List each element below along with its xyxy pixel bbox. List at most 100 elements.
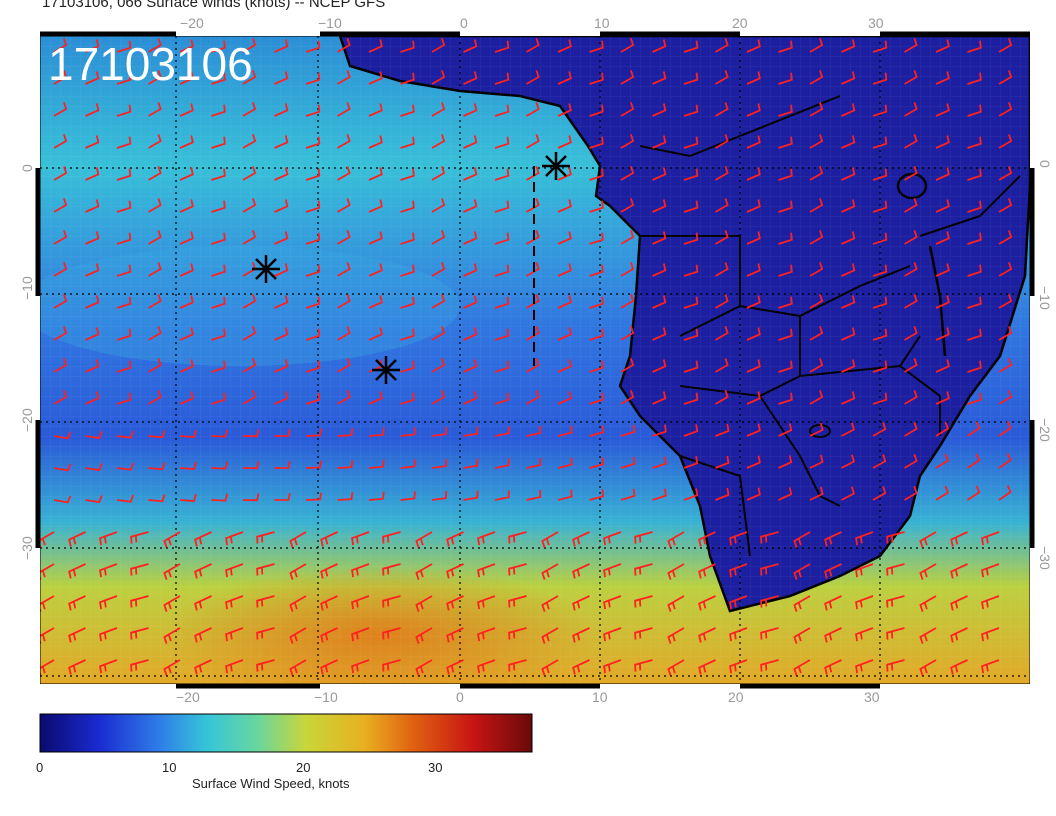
wind-barb bbox=[589, 200, 604, 213]
wind-barb bbox=[809, 166, 824, 181]
wind-barb bbox=[809, 358, 824, 373]
wind-barb bbox=[698, 595, 716, 611]
wind-barb bbox=[85, 295, 100, 309]
wind-barb bbox=[746, 135, 761, 149]
wind-barb bbox=[841, 199, 856, 213]
wind-barb bbox=[130, 659, 149, 672]
wind-barb bbox=[967, 264, 982, 277]
wind-barb bbox=[85, 199, 100, 213]
wind-barb bbox=[855, 531, 874, 546]
wind-barb bbox=[950, 531, 968, 547]
wind-barb bbox=[778, 423, 793, 437]
wind-barb bbox=[746, 103, 761, 117]
wind-barb bbox=[746, 455, 761, 469]
wind-barb bbox=[778, 232, 793, 245]
wind-barb bbox=[431, 459, 448, 469]
wind-barb bbox=[53, 390, 68, 405]
wind-map-svg: 17103106 bbox=[40, 36, 1030, 684]
wind-barb bbox=[715, 166, 729, 181]
wind-barb bbox=[998, 230, 1013, 245]
wind-barb bbox=[998, 358, 1013, 373]
wind-barb bbox=[526, 38, 540, 53]
wind-barb bbox=[337, 428, 354, 437]
lat-tick-left-3: −20 bbox=[19, 408, 35, 432]
wind-barb bbox=[746, 359, 761, 373]
wind-barb bbox=[683, 328, 699, 341]
wind-barb bbox=[998, 262, 1013, 277]
wind-barb bbox=[715, 134, 729, 149]
wind-barb bbox=[148, 326, 162, 341]
wind-barb bbox=[589, 489, 604, 501]
wind-barb bbox=[589, 457, 604, 469]
wind-barb bbox=[256, 659, 275, 672]
wind-barb bbox=[998, 390, 1013, 405]
wind-barb bbox=[967, 232, 982, 245]
wind-barb bbox=[116, 104, 132, 117]
wind-barb bbox=[337, 230, 351, 245]
wind-barb bbox=[620, 102, 635, 117]
wind-barb bbox=[508, 659, 527, 672]
wind-barb bbox=[683, 424, 699, 437]
wind-barb bbox=[116, 168, 132, 181]
wind-barb bbox=[130, 595, 149, 608]
wind-barb bbox=[589, 425, 604, 437]
wind-barb bbox=[494, 232, 510, 245]
wind-barb bbox=[557, 231, 572, 245]
wind-barb bbox=[211, 328, 226, 341]
wind-barb bbox=[886, 531, 905, 544]
wind-barb bbox=[494, 426, 510, 437]
wind-barb bbox=[589, 136, 604, 149]
wind-barb bbox=[148, 262, 162, 277]
wind-barb bbox=[494, 168, 510, 181]
wind-barb bbox=[116, 136, 132, 149]
wind-barb bbox=[904, 358, 918, 373]
wind-barb bbox=[368, 459, 385, 469]
lat-tick-right-3: −20 bbox=[1037, 418, 1053, 442]
wind-barb bbox=[557, 425, 573, 437]
wind-barb bbox=[572, 627, 590, 643]
wind-barb bbox=[179, 391, 194, 405]
wind-barb bbox=[477, 563, 496, 578]
wind-barb bbox=[841, 39, 856, 53]
wind-barb bbox=[746, 487, 761, 501]
wind-barb bbox=[526, 102, 540, 117]
wind-barb bbox=[242, 102, 257, 117]
lat-tick-left-1: 0 bbox=[19, 164, 35, 172]
wind-barb bbox=[603, 659, 622, 674]
wind-barb bbox=[368, 295, 383, 309]
wind-barb bbox=[935, 199, 950, 213]
wind-barb bbox=[872, 422, 887, 437]
wind-barb bbox=[431, 427, 448, 437]
wind-barb bbox=[211, 136, 226, 149]
wind-barb bbox=[274, 231, 289, 245]
wind-barb bbox=[242, 358, 257, 373]
wind-barb bbox=[634, 595, 653, 608]
wind-barb bbox=[242, 230, 257, 245]
wind-barb bbox=[698, 627, 716, 643]
wind-barb bbox=[557, 263, 572, 277]
wind-barb bbox=[163, 627, 181, 644]
wind-barb bbox=[148, 166, 162, 181]
wind-barb bbox=[572, 595, 590, 611]
wind-barb bbox=[824, 595, 842, 611]
wind-barb bbox=[652, 391, 667, 405]
wind-barb bbox=[729, 595, 748, 610]
wind-barb bbox=[40, 659, 55, 676]
wind-barb bbox=[68, 531, 86, 547]
wind-barb bbox=[274, 167, 289, 181]
wind-barb bbox=[53, 431, 72, 440]
wind-barb bbox=[194, 531, 212, 547]
wind-barb bbox=[305, 492, 323, 501]
wind-barb bbox=[53, 102, 68, 117]
wind-barb bbox=[904, 198, 918, 213]
wind-barb bbox=[85, 103, 100, 117]
wind-barb bbox=[652, 167, 667, 181]
wind-barb bbox=[589, 328, 604, 341]
wind-barb bbox=[463, 426, 479, 437]
wind-barb bbox=[68, 627, 86, 643]
wind-barb bbox=[85, 263, 100, 277]
wind-barb bbox=[935, 231, 950, 245]
wind-barb bbox=[746, 423, 761, 437]
wind-barb bbox=[431, 358, 446, 373]
wind-barb bbox=[225, 659, 244, 674]
